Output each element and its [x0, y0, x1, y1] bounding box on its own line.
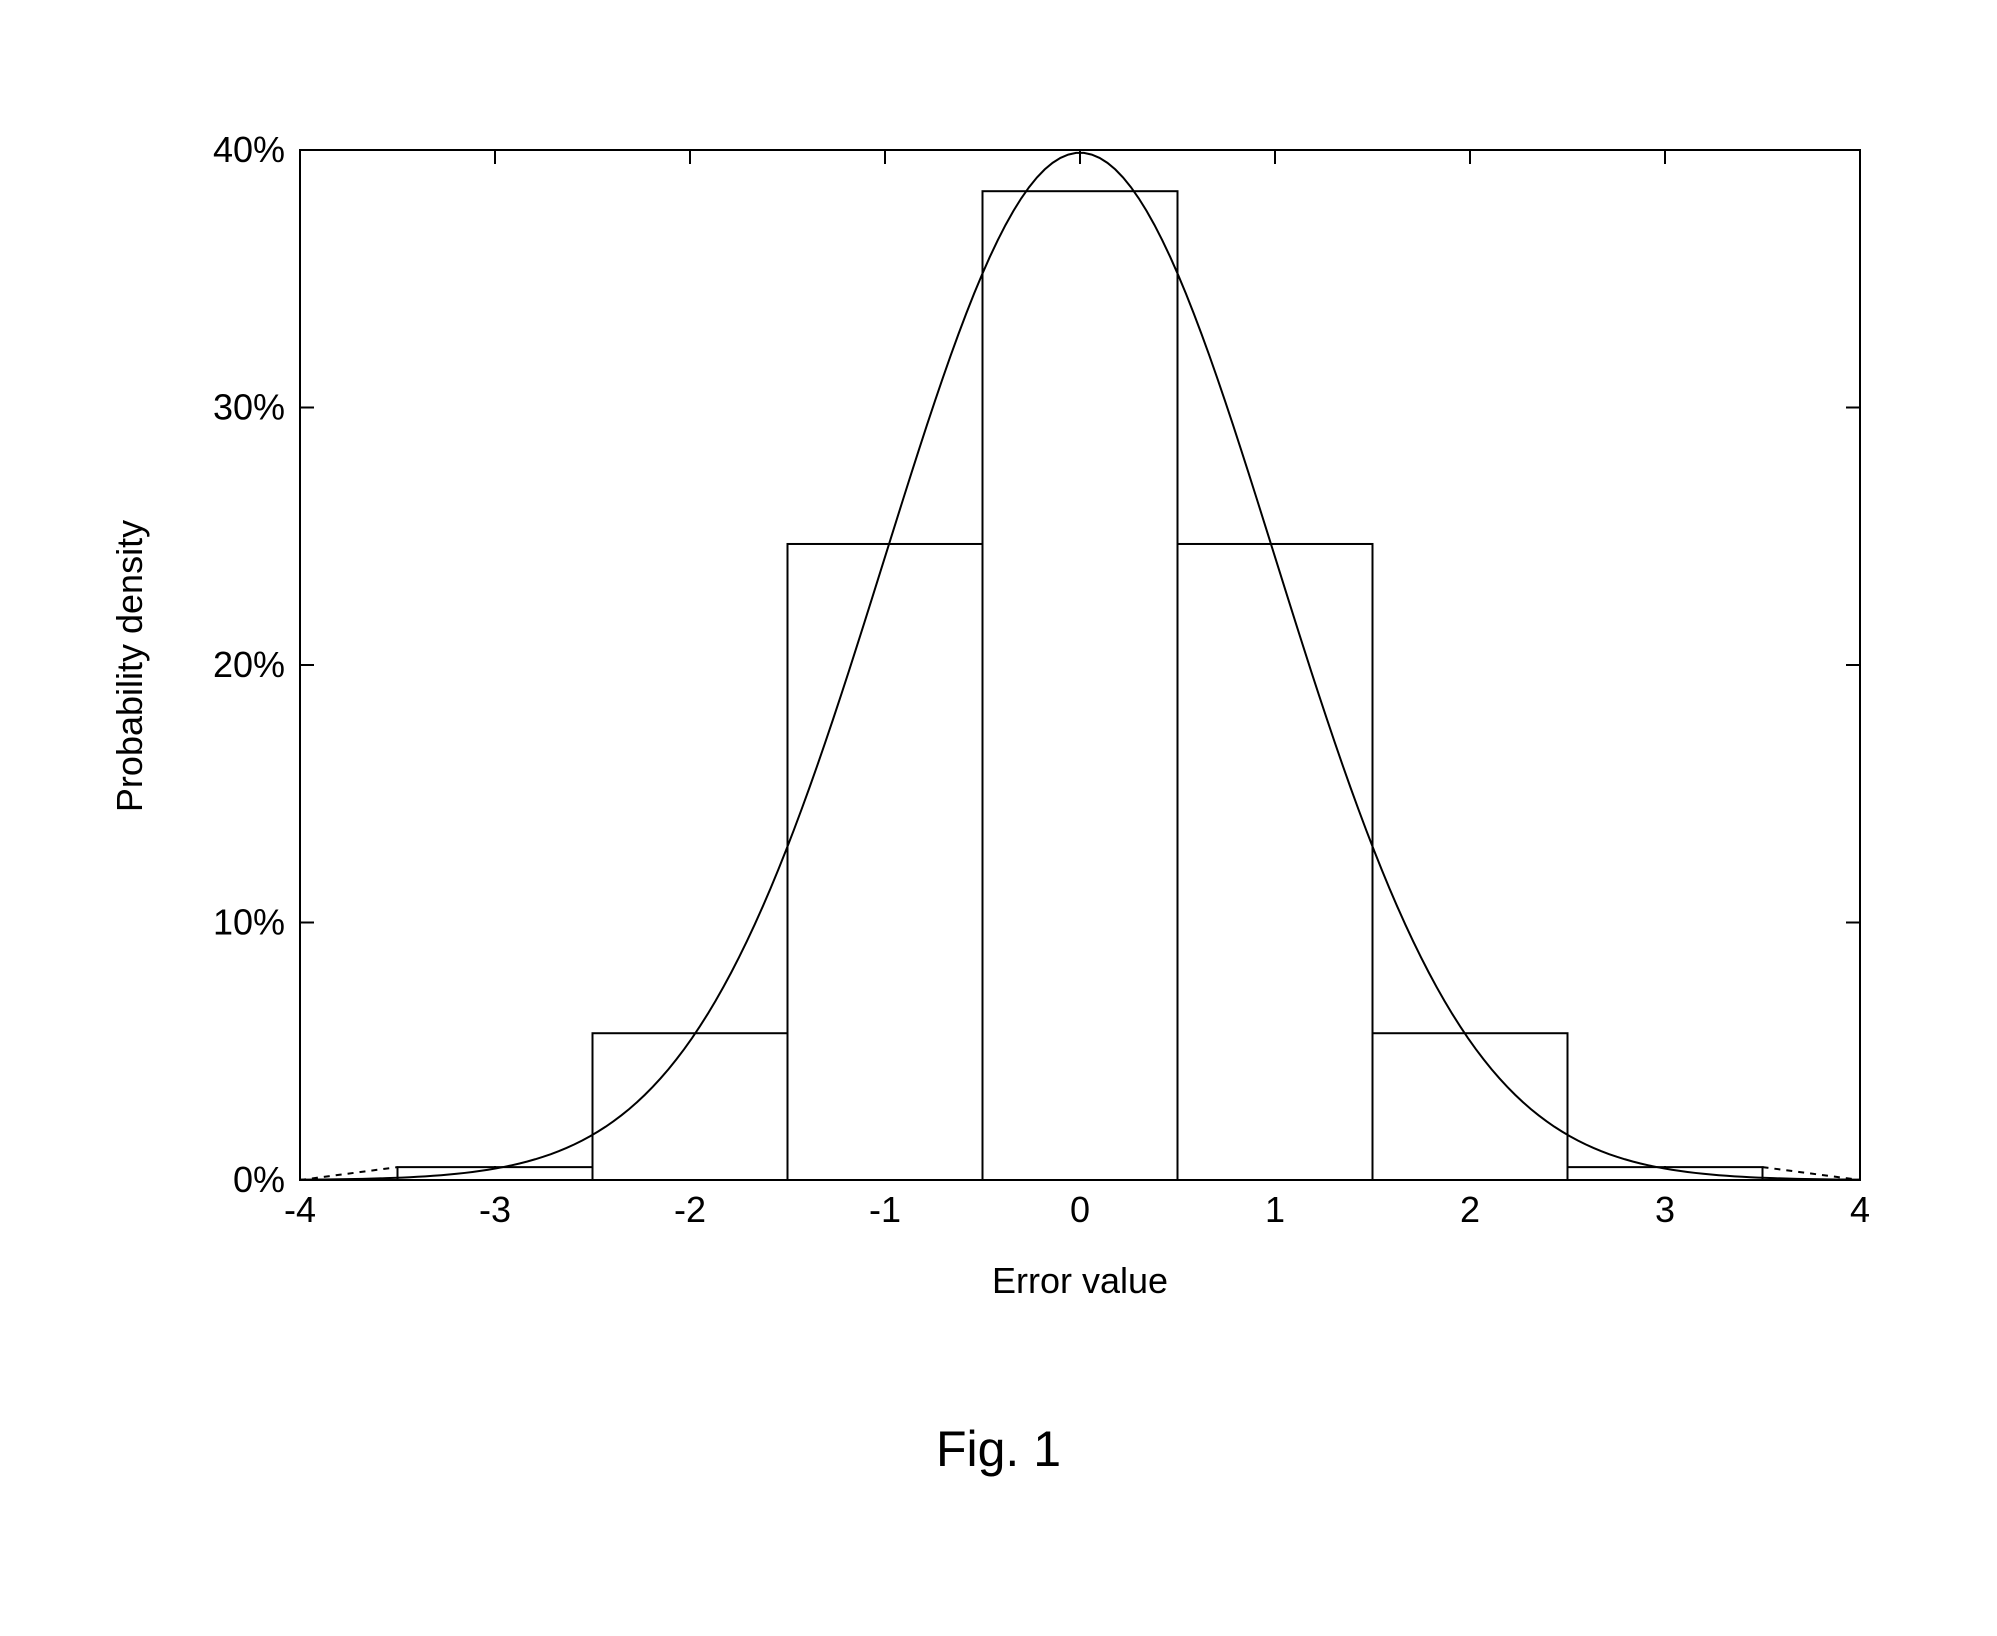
y-tick-label: 40%	[213, 129, 285, 170]
x-tick-label: 4	[1850, 1189, 1870, 1230]
x-tick-label: -1	[869, 1189, 901, 1230]
histogram-bar	[593, 1033, 788, 1180]
x-tick-label: 2	[1460, 1189, 1480, 1230]
histogram-bar	[1373, 1033, 1568, 1180]
x-tick-label: -4	[284, 1189, 316, 1230]
x-tick-label: 1	[1265, 1189, 1285, 1230]
x-tick-label: 3	[1655, 1189, 1675, 1230]
x-tick-label: -2	[674, 1189, 706, 1230]
y-tick-label: 20%	[213, 644, 285, 685]
y-axis-label: Probability density	[109, 466, 151, 866]
chart-svg: -4-3-2-1012340%10%20%30%40%	[0, 0, 1997, 1636]
x-axis-label: Error value	[300, 1260, 1860, 1302]
y-tick-label: 0%	[233, 1159, 285, 1200]
x-tick-label: -3	[479, 1189, 511, 1230]
figure-caption: Fig. 1	[0, 1420, 1997, 1478]
figure-container: -4-3-2-1012340%10%20%30%40% Probability …	[0, 0, 1997, 1636]
histogram-bar	[983, 191, 1178, 1180]
histogram-bar	[788, 544, 983, 1180]
y-tick-label: 30%	[213, 387, 285, 428]
x-tick-label: 0	[1070, 1189, 1090, 1230]
y-tick-label: 10%	[213, 902, 285, 943]
histogram-bar	[1178, 544, 1373, 1180]
